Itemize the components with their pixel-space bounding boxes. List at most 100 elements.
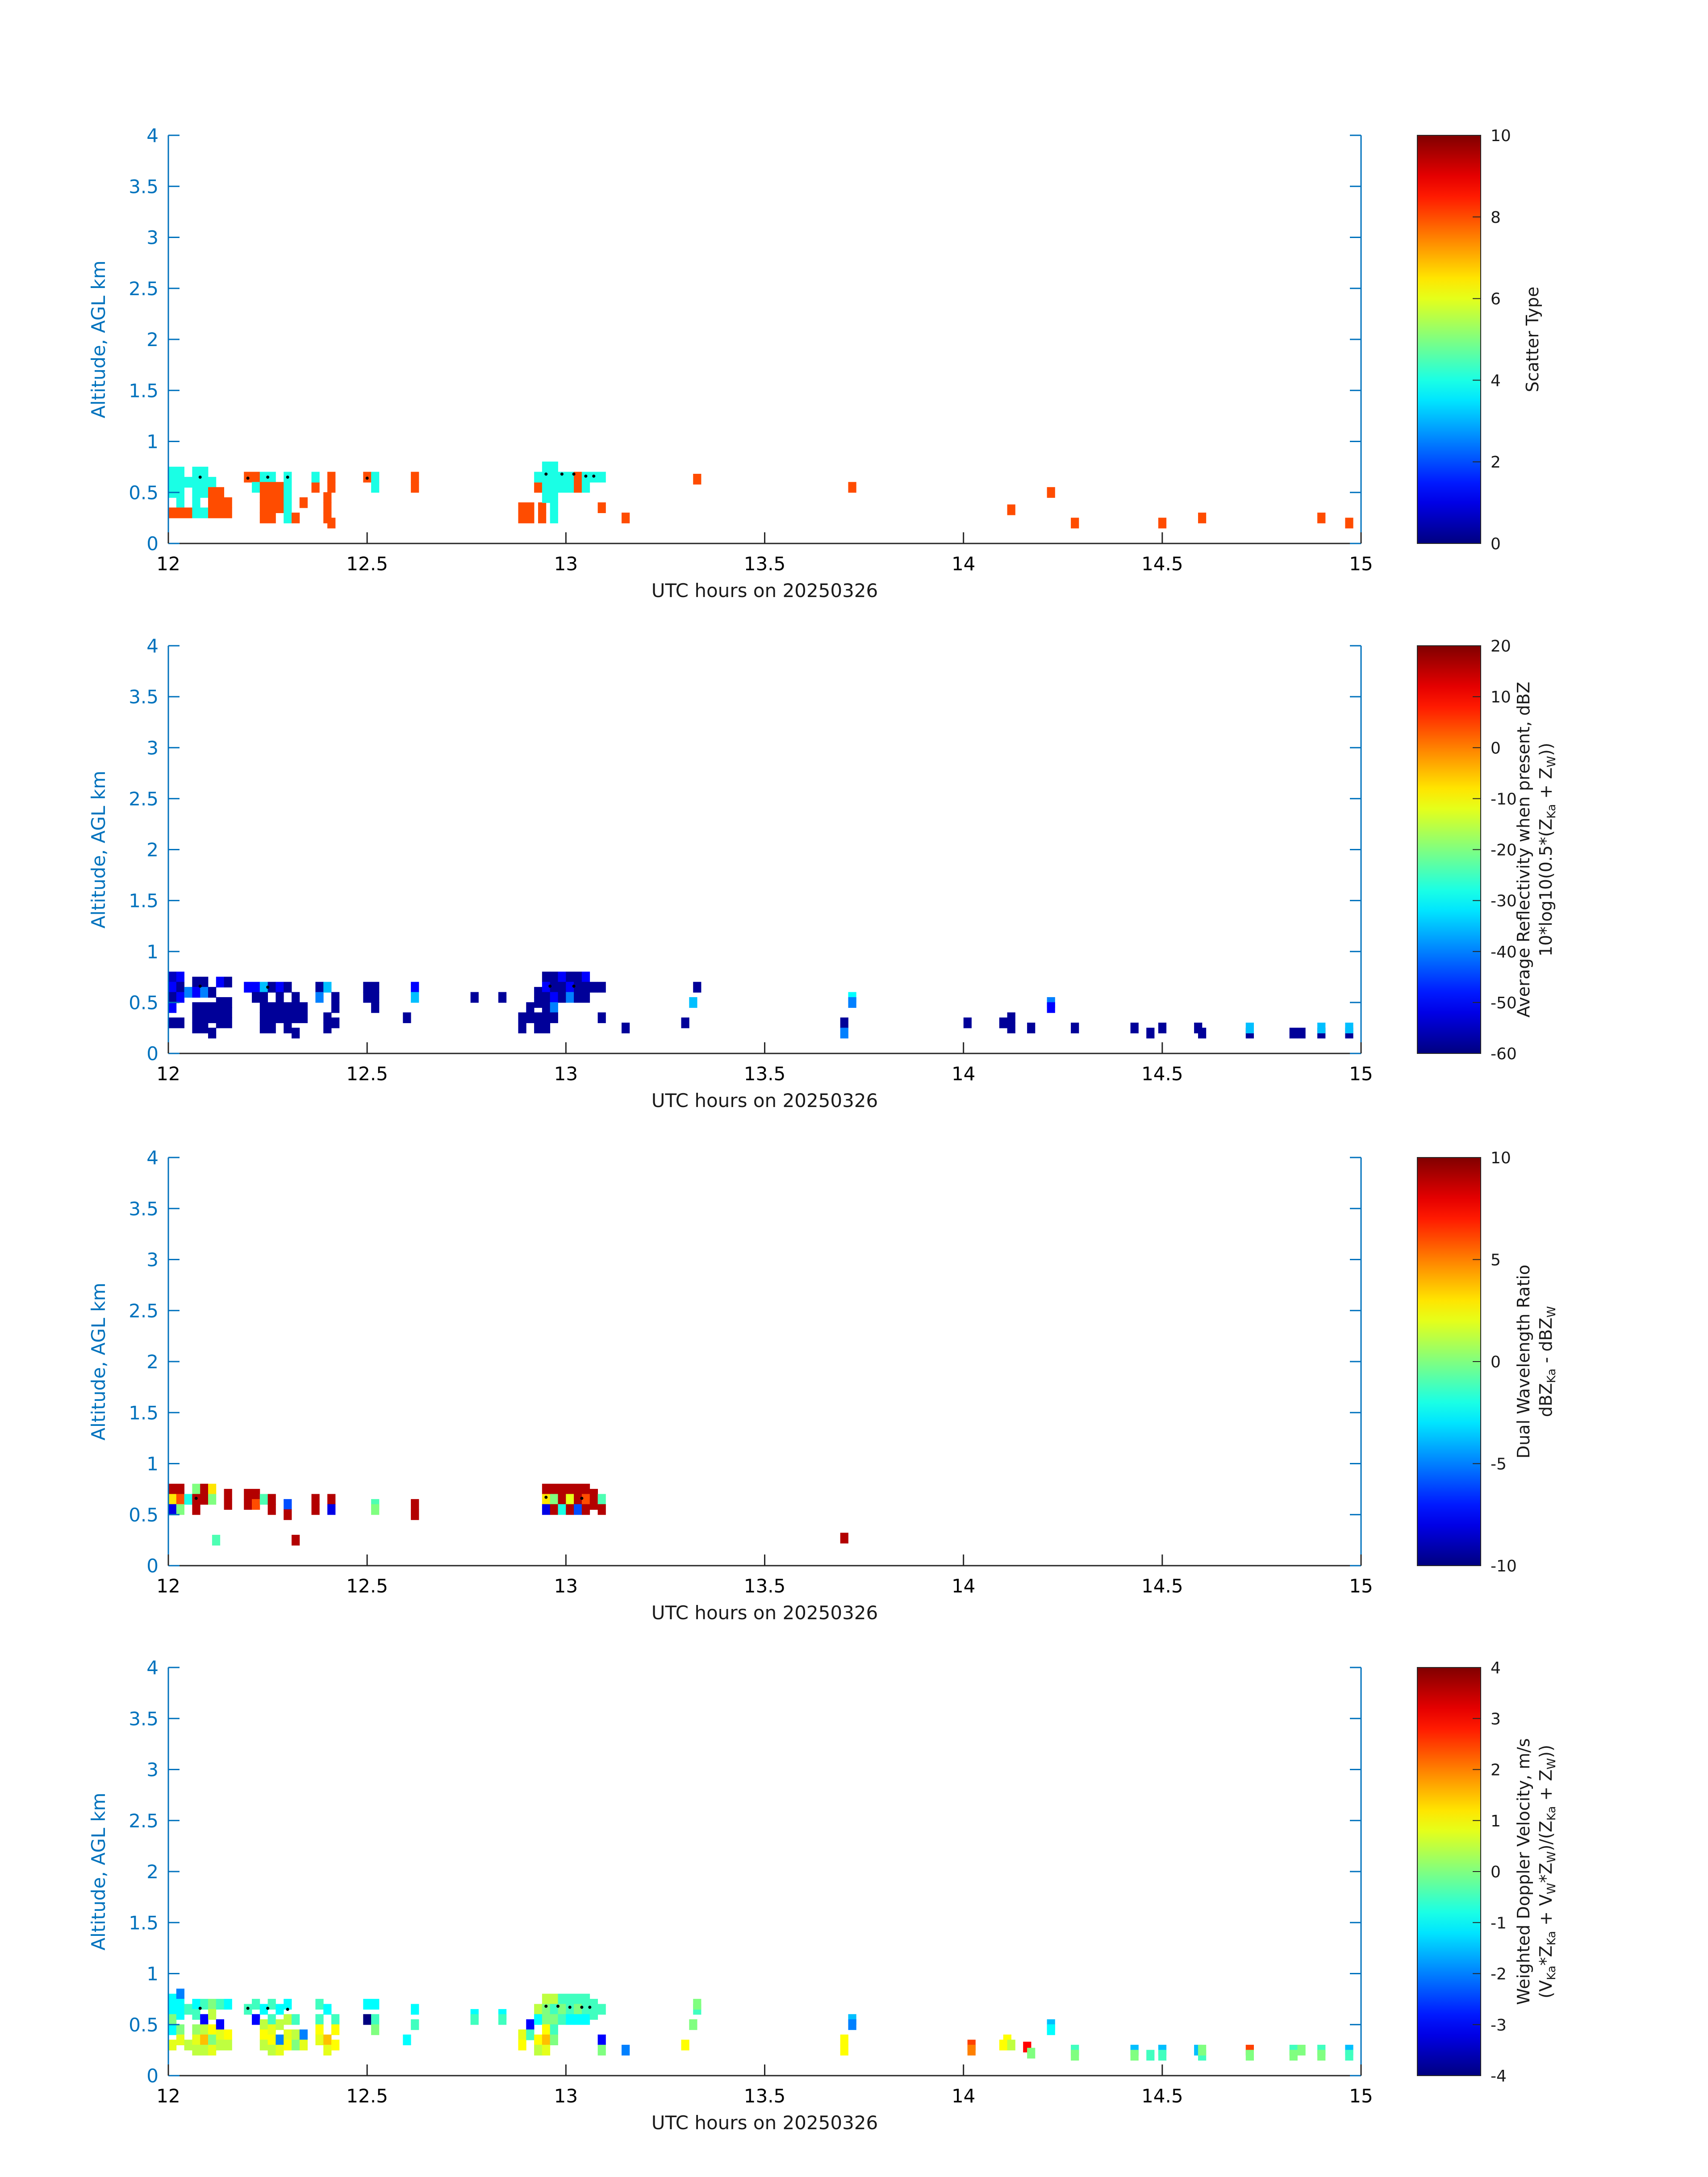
heatmap-cell <box>311 482 320 493</box>
heatmap-cell <box>574 1483 582 1495</box>
heatmap-cell <box>176 1504 184 1515</box>
heatmap-cell <box>597 472 606 483</box>
heatmap-cell <box>689 2019 697 2030</box>
cloud-top-marker <box>544 1496 548 1499</box>
heatmap-cell <box>518 2039 526 2051</box>
heatmap-cell <box>184 2039 192 2051</box>
heatmap-cell <box>1289 1028 1298 1039</box>
heatmap-cell <box>184 476 192 488</box>
x-tick-label: 13 <box>554 553 578 575</box>
heatmap-cell <box>848 482 856 493</box>
y-tick-label: 0.5 <box>129 992 159 1014</box>
heatmap-cell <box>566 1504 574 1515</box>
x-axis-label: UTC hours on 20250326 <box>651 2112 878 2134</box>
heatmap-cell <box>550 512 558 523</box>
x-tick-label: 12.5 <box>346 2085 388 2107</box>
heatmap-cell <box>168 2014 177 2025</box>
heatmap-cell <box>534 987 543 998</box>
heatmap-cell <box>550 2035 558 2045</box>
heatmap-cell <box>542 472 551 483</box>
heatmap-cell <box>581 2014 590 2025</box>
x-tick-label: 15 <box>1349 553 1373 575</box>
colorbar: -4 -3 -2 -1 0 1 2 3 4 Weighted Doppler Velocity, … <box>1417 1659 1558 2085</box>
cloud-top-marker <box>588 2006 592 2009</box>
x-tick-label: 13.5 <box>744 553 786 575</box>
heatmap-cell <box>550 461 558 472</box>
heatmap-cell <box>840 2044 848 2056</box>
y-tick-label: 3 <box>146 1249 159 1271</box>
heatmap-cell <box>542 971 551 982</box>
heatmap-cell <box>200 977 209 988</box>
heatmap-cell <box>311 1504 320 1515</box>
heatmap-cell <box>216 1007 224 1018</box>
heatmap-cell <box>558 1504 566 1515</box>
heatmap-cell <box>200 987 209 998</box>
y-tick-label: 3 <box>146 737 159 759</box>
heatmap-cell <box>168 971 177 982</box>
heatmap-cell <box>224 1017 232 1028</box>
heatmap-cell <box>411 2019 419 2030</box>
heatmap-cell <box>292 992 300 1003</box>
heatmap-cell <box>597 2004 606 2015</box>
heatmap-cell <box>558 472 566 483</box>
colorbar-tick-label: 4 <box>1491 372 1501 390</box>
heatmap-cell <box>1007 504 1015 515</box>
heatmap-cell <box>1317 2050 1326 2061</box>
y-tick-label: 2.5 <box>129 788 159 810</box>
heatmap-cell <box>276 1002 284 1013</box>
y-tick-label: 0.5 <box>129 2014 159 2036</box>
heatmap-cell <box>1297 2044 1306 2056</box>
heatmap-cell <box>327 1504 336 1515</box>
heatmap-cell <box>550 1483 558 1495</box>
heatmap-cell <box>208 497 217 508</box>
heatmap-cell <box>331 1002 340 1013</box>
x-tick-label: 12.5 <box>346 553 388 575</box>
heatmap-cell <box>224 977 232 988</box>
heatmap-cell <box>550 502 558 513</box>
heatmap-cell <box>192 2009 200 2020</box>
heatmap-cell <box>574 1494 582 1505</box>
heatmap-cell <box>200 2035 209 2045</box>
x-tick-label: 12 <box>156 1063 180 1085</box>
heatmap-cell <box>1345 1023 1353 1033</box>
heatmap-cell <box>538 512 547 523</box>
heatmap-cell <box>526 2029 535 2040</box>
heatmap-cell <box>542 1494 551 1505</box>
heatmap-cell <box>622 512 630 523</box>
heatmap-cell <box>259 1002 268 1013</box>
heatmap-cell <box>224 1999 232 2010</box>
heatmap-cell <box>208 2024 217 2035</box>
cloud-top-marker <box>548 984 552 988</box>
heatmap-cell <box>267 482 276 493</box>
heatmap-cell <box>566 1494 574 1505</box>
heatmap-cell <box>840 1533 848 1544</box>
heatmap-cell <box>224 1489 232 1500</box>
heatmap-cell <box>403 2035 411 2045</box>
heatmap-cell <box>216 977 224 988</box>
heatmap-cell <box>192 1012 200 1024</box>
heatmap-cell <box>526 1002 535 1013</box>
heatmap-cell <box>498 992 507 1003</box>
y-tick-label: 3.5 <box>129 1198 159 1220</box>
heatmap-cell <box>597 2035 606 2045</box>
heatmap-cell <box>1071 2050 1079 2061</box>
heatmap-cell <box>331 2024 340 2035</box>
heatmap-cells <box>168 1483 848 1546</box>
heatmap-cell <box>184 2004 192 2015</box>
colorbar-tick-label: -30 <box>1491 892 1517 911</box>
x-tick-label: 14.5 <box>1141 1575 1183 1597</box>
cloud-top-marker <box>572 984 576 988</box>
heatmap-cell <box>259 2019 268 2030</box>
heatmap-cell <box>589 982 598 993</box>
heatmap-cell <box>184 1494 192 1505</box>
heatmap-cell <box>192 987 200 998</box>
colorbar-gradient <box>1417 135 1481 544</box>
heatmap-cell <box>284 1023 292 1033</box>
heatmap-cell <box>558 982 566 993</box>
heatmap-cell <box>1130 1023 1139 1033</box>
colorbar-tick-label: -4 <box>1491 2067 1507 2085</box>
y-tick-label: 1 <box>146 1963 159 1985</box>
heatmap-cell <box>176 1494 184 1505</box>
heatmap-cell <box>323 2044 332 2056</box>
